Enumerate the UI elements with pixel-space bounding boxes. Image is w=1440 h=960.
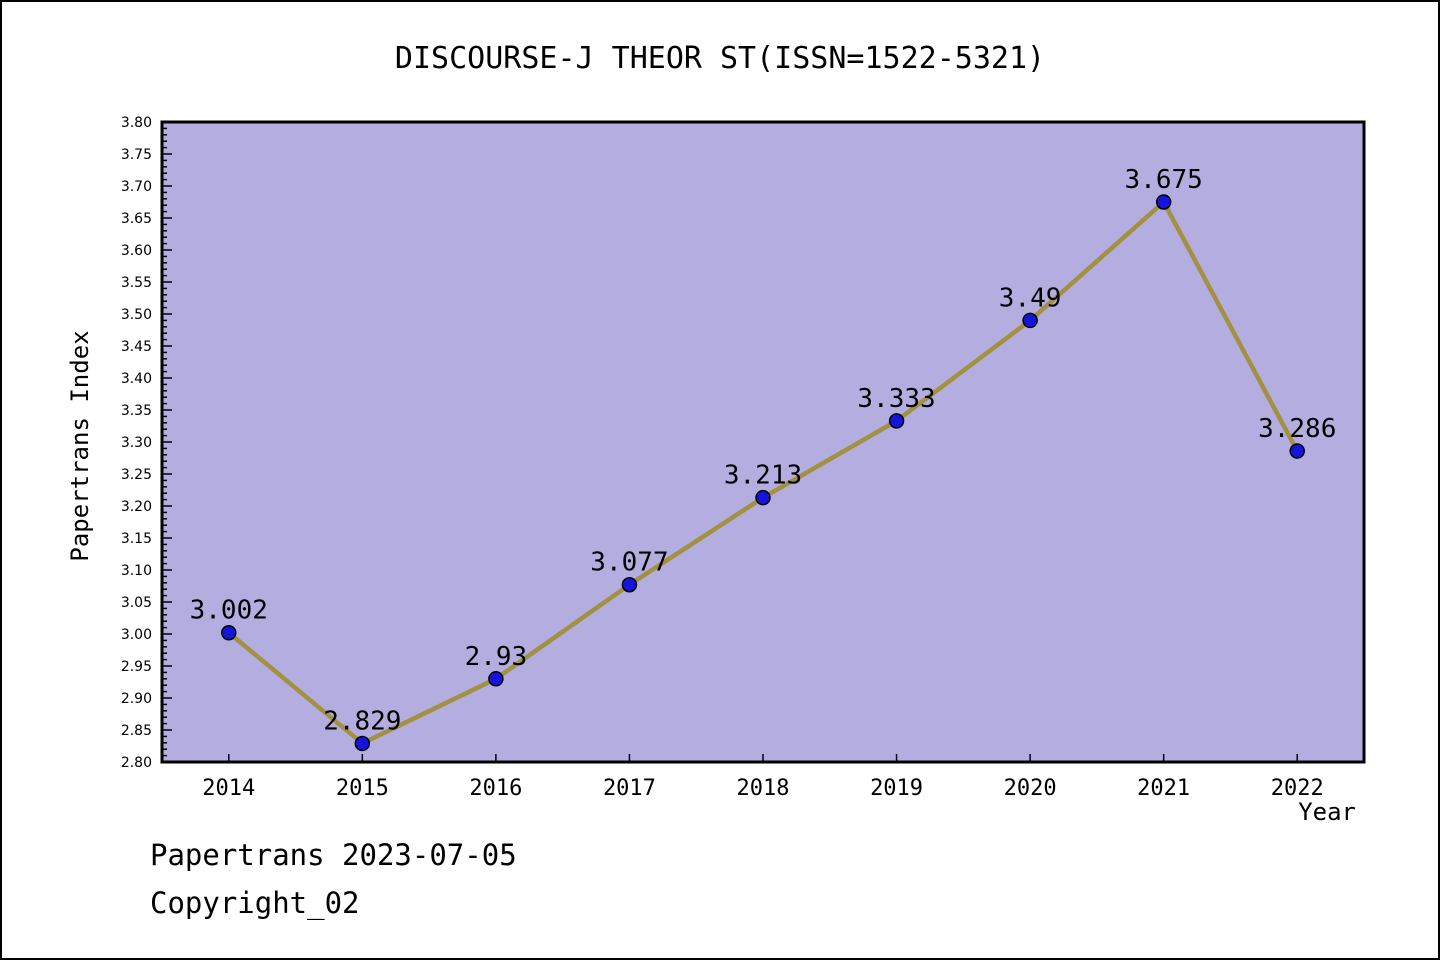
data-point (1155, 194, 1172, 210)
y-tick-label: 3.35 (121, 403, 152, 419)
footer-copyright: Copyright_02 (150, 886, 360, 920)
y-tick-label: 3.65 (121, 211, 152, 227)
x-axis-label: Year (1298, 798, 1356, 826)
x-tick-label: 2014 (202, 776, 255, 801)
y-tick-label: 3.45 (121, 339, 152, 355)
data-point-label: 2.829 (323, 706, 401, 736)
y-tick-label: 3.15 (121, 531, 152, 547)
x-tick-label: 2021 (1137, 776, 1190, 801)
y-tick-label: 3.50 (121, 307, 152, 323)
x-tick-label: 2016 (469, 776, 522, 801)
data-point-label: 3.333 (857, 384, 935, 414)
data-point (1289, 443, 1305, 459)
x-tick-label: 2017 (603, 776, 656, 801)
x-tick-label: 2019 (870, 776, 923, 801)
data-point (354, 735, 371, 752)
y-tick-label: 3.55 (121, 275, 152, 291)
data-point (755, 489, 771, 506)
data-point-label: 3.213 (724, 461, 802, 491)
data-point-label: 3.286 (1258, 414, 1336, 444)
y-tick-label: 3.40 (121, 371, 152, 387)
y-tick-label: 3.30 (121, 435, 152, 451)
footer-date: Papertrans 2023-07-05 (150, 838, 517, 872)
data-point-label: 3.002 (190, 596, 268, 626)
y-tick-label: 3.20 (121, 499, 152, 515)
y-tick-label: 2.90 (121, 691, 152, 707)
y-tick-label: 2.85 (121, 723, 152, 739)
x-tick-label: 2015 (336, 776, 389, 801)
chart-title: DISCOURSE-J THEOR ST(ISSN=1522-5321) (394, 41, 1046, 76)
plot-area (160, 120, 1366, 764)
data-point (488, 671, 504, 687)
x-tick-label: 2018 (737, 776, 790, 801)
data-point-label: 3.675 (1125, 165, 1203, 195)
y-tick-label: 2.95 (121, 659, 152, 675)
x-tick-label: 2022 (1271, 776, 1324, 801)
y-tick-label: 3.05 (121, 595, 152, 611)
y-tick-label: 3.75 (121, 147, 152, 163)
data-point (1022, 312, 1038, 329)
y-tick-label: 3.10 (121, 563, 152, 579)
x-tick-label: 2020 (1004, 776, 1057, 801)
data-point (221, 624, 237, 641)
data-point-label: 3.49 (999, 283, 1062, 313)
y-tick-label: 3.25 (121, 467, 152, 483)
data-point-label: 3.077 (590, 548, 668, 578)
y-tick-label: 3.70 (121, 179, 152, 195)
y-tick-label: 3.00 (121, 627, 152, 643)
y-tick-label: 3.80 (121, 115, 152, 131)
y-tick-label: 3.60 (121, 243, 152, 259)
data-point-label: 2.93 (465, 642, 528, 672)
y-tick-label: 2.80 (121, 755, 152, 771)
y-axis-label: Papertrans Index (66, 330, 94, 562)
data-point (621, 576, 638, 593)
data-point (888, 413, 905, 429)
